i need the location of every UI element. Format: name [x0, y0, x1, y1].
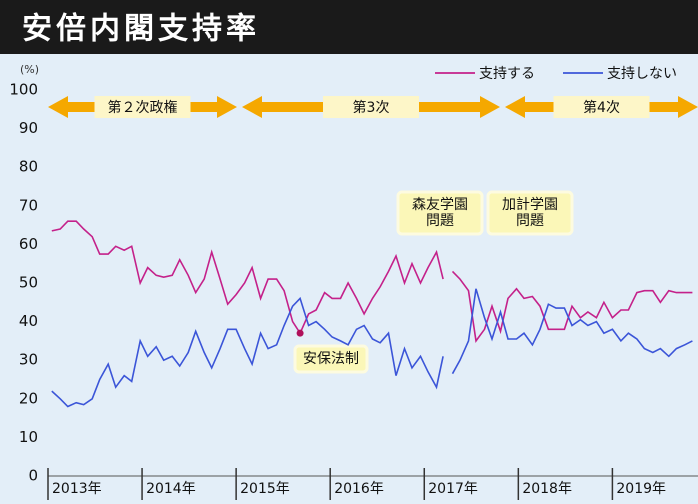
- y-tick-label: 60: [19, 235, 38, 253]
- annotation-text: 安保法制: [303, 351, 359, 367]
- x-tick-label: 2016年: [334, 481, 384, 497]
- period-label-box: [94, 96, 191, 118]
- period-label-box: [553, 96, 650, 118]
- y-tick-label: 90: [19, 119, 38, 137]
- x-tick-label: 2017年: [428, 481, 478, 497]
- x-tick-label: 2013年: [52, 481, 102, 497]
- x-tick-label: 2019年: [616, 481, 666, 497]
- x-tick-label: 2015年: [240, 481, 290, 497]
- annotation-box: [486, 190, 574, 236]
- y-tick-label: 70: [19, 196, 38, 214]
- y-tick-label: 20: [19, 389, 38, 407]
- series-line: [51, 220, 693, 343]
- annotation-box: [396, 190, 484, 236]
- annotation-text: 森友学園: [412, 197, 468, 213]
- y-tick-label: 10: [19, 428, 38, 446]
- y-tick-label: 80: [19, 158, 38, 176]
- y-axis-label: (%): [20, 63, 39, 76]
- period-label: 第4次: [583, 99, 620, 116]
- period-label-box: [323, 96, 419, 118]
- y-tick-label: 100: [9, 81, 38, 99]
- x-tick-label: 2018年: [522, 481, 572, 497]
- title-bar: [0, 0, 698, 54]
- period-label: 第２次政権: [108, 99, 178, 116]
- series-line: [51, 288, 693, 408]
- chart-title: 安倍内閣支持率: [22, 12, 260, 47]
- legend-label: 支持しない: [607, 66, 677, 82]
- legend-label: 支持する: [479, 66, 535, 82]
- x-tick-label: 2014年: [146, 481, 196, 497]
- annotation-text: 問題: [426, 213, 454, 229]
- event-marker: [296, 329, 304, 337]
- annotation-text: 問題: [516, 213, 544, 229]
- annotation-text: 加計学園: [502, 197, 558, 213]
- y-tick-label: 50: [19, 274, 38, 292]
- y-tick-label: 40: [19, 312, 38, 330]
- period-label: 第3次: [353, 99, 390, 116]
- annotation-box: [293, 344, 369, 374]
- y-tick-label: 0: [28, 467, 38, 485]
- y-tick-label: 30: [19, 351, 38, 369]
